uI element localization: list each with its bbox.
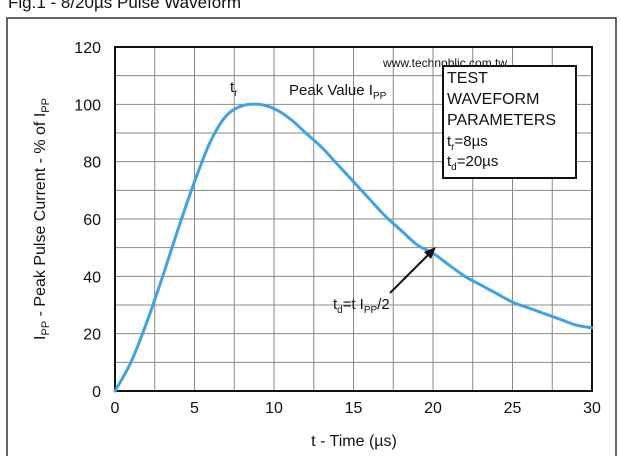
x-tick-label: 5 — [190, 400, 199, 417]
td-annotation-i: I — [360, 296, 364, 313]
param-tr-value: =8µs — [455, 133, 488, 150]
td-annotation: td=t IPP/2 — [333, 296, 390, 316]
y-tick-label: 100 — [74, 97, 101, 114]
param-td-main: t — [447, 153, 452, 170]
param-td: td=20µs — [447, 153, 498, 173]
param-line-test: TEST — [447, 70, 488, 87]
y-tick-label: 60 — [83, 212, 101, 229]
x-tick-label: 30 — [583, 400, 601, 417]
param-tr-sub: r — [451, 142, 455, 153]
parameter-box — [442, 65, 577, 179]
y-axis-label-i: I — [32, 336, 49, 340]
peak-value-label: Peak Value IPP — [289, 82, 387, 102]
y-tick-label: 80 — [83, 155, 101, 172]
td-annotation-eq: =t — [343, 296, 357, 313]
param-tr: tr=8µs — [447, 133, 488, 153]
tr-label: tr — [230, 79, 238, 99]
peak-value-sub: PP — [373, 91, 387, 102]
td-annotation-half: /2 — [377, 296, 390, 313]
param-tr-main: t — [447, 133, 452, 150]
x-tick-label: 15 — [345, 400, 363, 417]
param-td-sub: d — [451, 162, 457, 173]
y-axis-label-isub: PP — [40, 321, 52, 336]
y-tick-label: 20 — [83, 327, 101, 344]
param-td-value: =20µs — [457, 153, 499, 170]
figure-caption: Fig.1 - 8/20µs Pulse Waveform — [8, 0, 241, 12]
y-tick-label: 0 — [92, 384, 101, 401]
param-line-waveform: WAVEFORM — [447, 91, 539, 108]
y-axis-label-endsub: PP — [40, 98, 52, 113]
param-line-parameters: PARAMETERS — [447, 112, 556, 129]
td-annotation-arrowhead — [424, 247, 436, 259]
y-axis-label-middle: - Peak Pulse Current - % of I — [32, 113, 49, 321]
td-annotation-tsub: d — [337, 305, 343, 316]
tr-label-sub: r — [234, 88, 238, 99]
td-annotation-arrow-line — [389, 254, 429, 294]
td-annotation-isub: PP — [364, 305, 378, 316]
waveform-curve — [113, 102, 594, 393]
axis-ticks: 0 5 10 15 20 25 30 0 20 40 60 80 100 120 — [74, 40, 601, 417]
y-tick-label: 120 — [74, 40, 101, 57]
x-tick-label: 0 — [111, 400, 120, 417]
x-tick-label: 20 — [424, 400, 442, 417]
tr-label-main: t — [230, 79, 235, 96]
td-annotation-t: t — [333, 296, 338, 313]
y-tick-label: 40 — [83, 269, 101, 286]
x-axis-label: t - Time (µs) — [311, 433, 397, 450]
peak-value-main: Peak Value I — [289, 82, 373, 99]
x-tick-label: 10 — [265, 400, 283, 417]
grid-lines — [115, 47, 592, 391]
y-axis-label: IPP - Peak Pulse Current - % of IPP — [32, 98, 52, 340]
x-tick-label: 25 — [504, 400, 522, 417]
plot-frame — [114, 46, 593, 392]
